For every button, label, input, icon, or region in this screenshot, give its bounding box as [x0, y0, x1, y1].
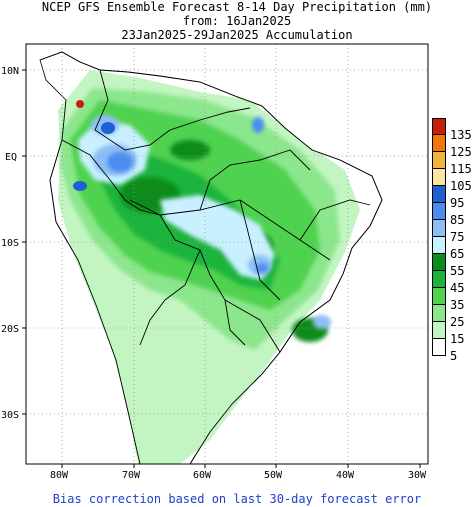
legend-swatch-45: [432, 271, 446, 288]
legend-label-135: 135: [450, 128, 472, 142]
legend-swatch-15: [432, 322, 446, 339]
legend-label-35: 35: [450, 298, 465, 312]
legend-swatch-55: [432, 254, 446, 271]
legend-swatch-25: [432, 305, 446, 322]
country-borders: [39, 51, 383, 465]
lon-label-50w: 50W: [264, 470, 283, 481]
precip-135-patch: [76, 100, 84, 108]
legend-label-5: 5: [450, 349, 458, 363]
precip-65-area-2: [160, 195, 275, 280]
legend-label-125: 125: [450, 145, 472, 159]
legend-swatch-125: [432, 135, 446, 152]
lon-label-40w: 40W: [336, 470, 355, 481]
legend-swatch-95: [432, 186, 446, 203]
lon-label-60w: 60W: [193, 470, 212, 481]
lat-label-30s: 30S: [1, 410, 19, 421]
lat-label-10s: 10S: [1, 238, 19, 249]
lat-label-20s: 20S: [1, 324, 19, 335]
legend-swatch-75: [432, 220, 446, 237]
legend-label-65: 65: [450, 247, 465, 261]
legend-swatch-105: [432, 169, 446, 186]
legend-label-115: 115: [450, 162, 472, 176]
lon-label-70w: 70W: [122, 470, 141, 481]
map-frame: [25, 43, 429, 465]
precip-95-patch-1: [101, 122, 115, 134]
title-line-1: NCEP GFS Ensemble Forecast 8-14 Day Prec…: [41, 0, 433, 14]
legend-label-75: 75: [450, 230, 465, 244]
tick-marks: [22, 69, 421, 468]
precip-85-patch-3: [256, 263, 268, 273]
legend-swatch-65: [432, 237, 446, 254]
legend-swatch-135: [432, 118, 446, 135]
lat-label-10n: 10N: [1, 66, 19, 77]
graticule: [26, 44, 428, 464]
lon-label-30w: 30W: [408, 470, 427, 481]
legend-label-105: 105: [450, 179, 472, 193]
legend-swatch-115: [432, 152, 446, 169]
precip-fields: [39, 51, 383, 464]
precip-85-patch-2: [252, 117, 264, 133]
lat-label-eq: EQ: [5, 152, 17, 163]
legend-label-45: 45: [450, 281, 465, 295]
legend-label-25: 25: [450, 315, 465, 329]
precip-95-patch-2: [73, 181, 87, 191]
legend-label-15: 15: [450, 332, 465, 346]
legend-swatch-35: [432, 288, 446, 305]
bias-correction-note: Bias correction based on last 30-day for…: [52, 492, 422, 506]
title-line-2: from: 16Jan2025: [182, 14, 292, 28]
legend-swatch-85: [432, 203, 446, 220]
lon-label-80w: 80W: [50, 470, 69, 481]
precip-75-patch-4: [313, 315, 331, 329]
legend-swatch-5: [432, 339, 446, 356]
legend-label-85: 85: [450, 213, 465, 227]
title-line-3: 23Jan2025-29Jan2025 Accumulation: [121, 28, 353, 42]
precip-55-patch-3: [170, 140, 210, 160]
legend-label-55: 55: [450, 264, 465, 278]
precip-85-patch-1: [107, 152, 133, 172]
legend-label-95: 95: [450, 196, 465, 210]
